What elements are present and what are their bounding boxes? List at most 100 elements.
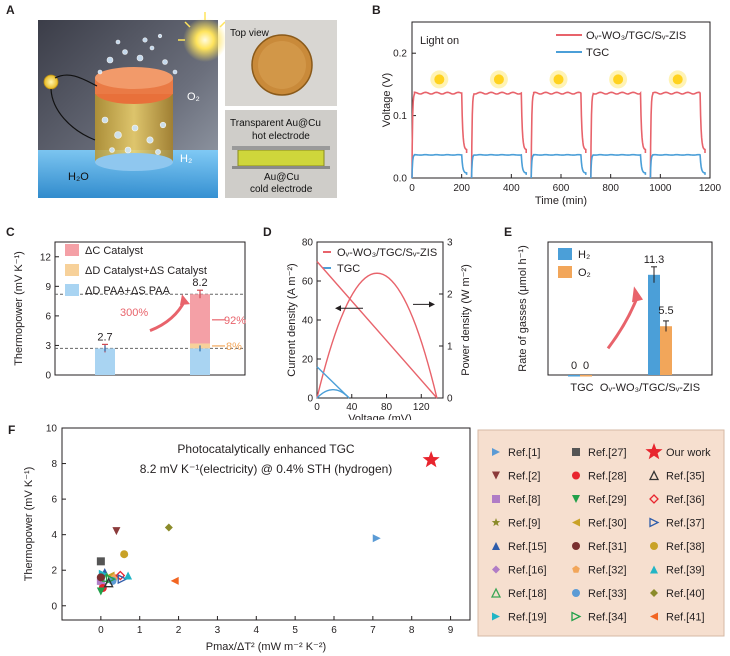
x-axis-label: Pmax/ΔT² (mW m⁻² K⁻²) [206,641,326,653]
panel-b-chart: B 0 200 400 600 800 1000 1200 0.0 0.1 0.2 Time (mi… [372,3,722,207]
legend-marker [492,542,500,550]
y-axis-label-left: Current density (A m⁻²) [286,263,298,376]
legend-marker [650,589,658,597]
data-point [422,451,440,468]
panel-e-chart: E Rate of gasses (μmol h⁻¹) H₂ O₂ 0 11.3 0 5.5… [504,225,713,394]
increase-arrow-head [180,294,190,306]
legend-label: TGC [337,263,360,275]
legend-label: Our work [666,447,711,459]
side-view-gel [237,149,325,167]
y-tick-label: 8 [51,459,57,470]
legend-marker [492,495,500,503]
pct-red-annotation: 92% [224,315,246,327]
y-tick-label-left: 60 [302,277,314,288]
sun-icon [613,74,624,85]
legend-label: Ref.[35] [666,471,705,483]
top-view-disc-inner [258,41,306,89]
legend-marker [572,565,580,573]
bar [660,326,672,375]
panel-c-chart: C 0 3 6 9 12 Thermopower (mV K⁻¹) ΔC Catalyst Δ… [6,225,246,382]
y-tick-label: 2 [51,566,57,577]
legend-label: Ref.[40] [666,588,705,600]
legend-label: ΔD PAA+ΔS PAA [85,285,171,297]
data-point [124,571,133,580]
legend-swatch [558,266,572,278]
light-on-annotation: Light on [420,35,459,47]
hot-electrode-line1: Transparent Au@Cu [230,118,321,129]
panel-a: A [0,0,380,210]
legend-marker [649,517,660,528]
plot-frame [61,427,471,621]
data-point [170,576,179,585]
legend-marker [492,471,500,480]
y-tick-label-left: 0 [307,394,313,405]
y-tick-label: 4 [51,530,57,541]
increase-arrow-head [632,286,643,303]
panel-e-letter: E [504,225,512,239]
wire-lower [50,88,96,141]
x-tick-label: 1 [137,625,143,636]
bar-value-label: 8.2 [192,277,207,289]
plot-frame [547,241,713,376]
y-tick-label: 0.0 [393,174,407,185]
y-axis-label: Voltage (V) [381,73,393,127]
y-tick-label: 10 [46,424,58,435]
bar [580,375,592,377]
y-tick-label: 6 [51,495,57,506]
x-tick-label: 400 [503,183,520,194]
legend-label: Ref.[32] [588,565,627,577]
x-tick-label: 80 [381,402,393,413]
data-point [164,523,173,532]
sun-icon [672,74,683,85]
bar [648,274,660,375]
x-tick-label: 0 [314,402,320,413]
legend-label: Ref.[36] [666,494,705,506]
h2-label: H₂ [180,153,192,165]
legend-marker [492,565,500,574]
bubbles [97,33,178,155]
sun-icon [434,74,445,85]
legend-marker [492,448,500,456]
legend-label: Ref.[1] [508,447,540,459]
x-tick-label: 4 [254,625,260,636]
catalyst-top [95,67,173,89]
panel-f-chart: F 0 1 2 3 4 5 6 7 8 9 0 2 4 6 8 10 Pmax/ΔT² (mW m⁻² K⁻²)… [8,423,725,653]
legend-label: Ref.[33] [588,588,627,600]
x-tick-label: 600 [553,183,570,194]
legend-swatch [65,244,79,256]
data-point [372,534,381,543]
legend-marker [572,518,580,527]
x-tick-label: 1000 [649,183,672,194]
x-tick-label: 1200 [699,183,722,194]
panel-f-letter: F [8,423,15,437]
y-tick-label: 0 [51,601,57,612]
legend-label: Ref.[16] [508,565,547,577]
series-line [411,90,706,179]
legend-marker [645,443,663,460]
x-tick-label: 9 [448,625,454,636]
panel-a-svg: A [6,3,337,198]
hot-electrode-line2: hot electrode [252,131,310,142]
panel-c-letter: C [6,225,15,239]
data-point [112,527,121,536]
legend-label: ΔC Catalyst [85,245,143,257]
legend-marker [492,612,500,621]
legend-swatch [65,284,79,296]
legend-label: H₂ [578,249,590,261]
iv-curve [316,261,438,399]
data-point [96,587,105,596]
legend-label: Ref.[29] [588,494,627,506]
y-tick-label: 0.1 [393,111,407,122]
bar-value-label: 11.3 [644,254,665,266]
data-point [96,557,105,566]
bar-value-label: 0 [583,360,589,372]
x-tick-label: 8 [409,625,415,636]
legend-swatch [65,264,79,276]
y-tick-label: 12 [40,252,52,263]
legend-label: Ref.[8] [508,494,540,506]
panel-a-letter: A [6,3,15,17]
x-tick-label: 200 [453,183,470,194]
y-tick-label-right: 0 [447,394,453,405]
x-category-label: TGC [570,382,593,394]
x-tick-label: 3 [215,625,221,636]
